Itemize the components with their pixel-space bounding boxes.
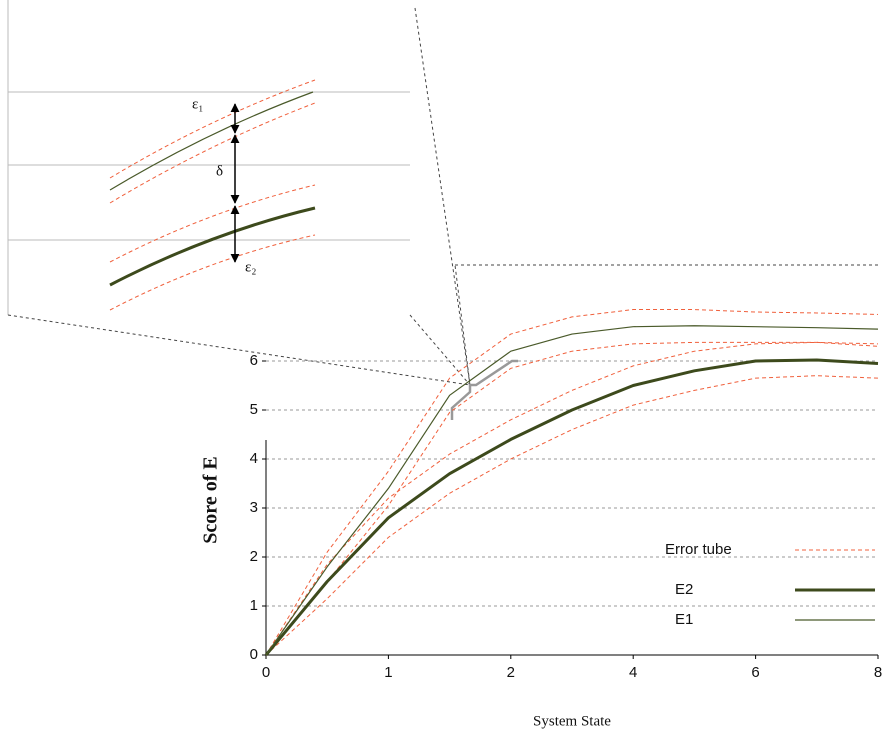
x-tick-label: 8 — [874, 664, 882, 681]
inset-label: ε₁ — [192, 96, 204, 112]
y-tick-label: 1 — [250, 597, 258, 614]
x-tick-label: 1 — [384, 664, 392, 681]
y-tick-label: 2 — [250, 548, 258, 565]
series-line — [264, 358, 879, 656]
inset-tube — [109, 102, 316, 204]
inset-e1 — [109, 91, 314, 191]
error-tube — [265, 341, 879, 656]
inset-e2 — [109, 206, 316, 287]
inset-tube — [109, 234, 316, 311]
legend-label: E1 — [675, 611, 693, 628]
y-tick-label: 3 — [250, 499, 258, 516]
x-tick-label: 2 — [507, 664, 515, 681]
error-tube — [265, 309, 879, 656]
series-line — [265, 325, 879, 656]
y-tick-label: 4 — [250, 450, 258, 467]
inset-tube — [109, 79, 316, 179]
error-tube — [265, 341, 879, 656]
x-tick-label: 6 — [751, 664, 759, 681]
y-tick-label: 0 — [250, 646, 258, 663]
y-axis-title: Score of E — [200, 456, 222, 543]
legend-label: Error tube — [665, 541, 732, 558]
x-tick-label: 0 — [262, 664, 270, 681]
x-axis-title: System State — [533, 713, 611, 729]
x-tick-label: 4 — [629, 664, 637, 681]
inset — [8, 0, 410, 315]
inset-label: δ — [216, 163, 223, 179]
error-tube — [265, 375, 879, 656]
y-tick-label: 6 — [250, 352, 258, 369]
y-tick-label: 5 — [250, 401, 258, 418]
inset-label: ε₂ — [245, 259, 257, 275]
legend-label: E2 — [675, 581, 693, 598]
